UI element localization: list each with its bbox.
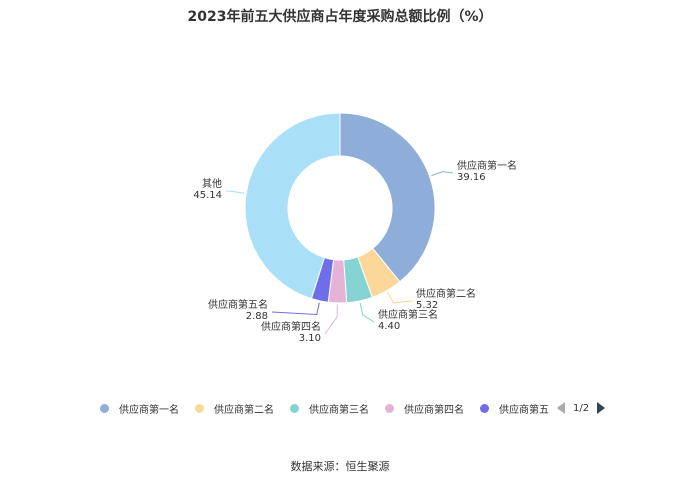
slice-label-name: 供应商第一名 bbox=[457, 159, 517, 172]
legend-dot-icon bbox=[195, 403, 204, 413]
legend-label: 供应商第三名 bbox=[309, 404, 369, 416]
slice-label-value: 39.16 bbox=[457, 172, 486, 183]
legend-label: 供应商第五 bbox=[499, 404, 549, 416]
legend-dot-icon bbox=[290, 403, 299, 413]
slice-label-name: 其他 bbox=[202, 177, 222, 190]
legend-item[interactable]: 供应商第二名 bbox=[195, 401, 274, 416]
slice-label-name: 供应商第四名 bbox=[261, 320, 321, 333]
prev-page-icon[interactable] bbox=[557, 402, 565, 414]
page-indicator: 1/2 bbox=[573, 402, 590, 414]
slice-label-value: 3.10 bbox=[299, 333, 321, 344]
legend-label: 供应商第四名 bbox=[404, 404, 464, 416]
next-page-icon[interactable] bbox=[597, 402, 606, 414]
slice-label-value: 4.40 bbox=[378, 321, 400, 332]
chart-title: 2023年前五大供应商占年度采购总额比例（%） bbox=[187, 9, 493, 25]
legend-item[interactable]: 供应商第四名 bbox=[385, 401, 464, 416]
slice-label-value: 45.14 bbox=[193, 190, 222, 201]
leader-line bbox=[431, 171, 454, 177]
slice-label-value: 5.32 bbox=[416, 300, 438, 311]
slice-label-name: 供应商第三名 bbox=[378, 308, 438, 321]
legend-item[interactable]: 供应商第三名 bbox=[290, 401, 369, 416]
pie-slice[interactable] bbox=[244, 112, 341, 300]
data-source: 数据来源：恒生聚源 bbox=[290, 460, 390, 473]
legend-item[interactable]: 供应商第五 bbox=[480, 401, 549, 416]
chart-legend: 供应商第一名 供应商第二名 供应商第三名 供应商第四名 供应商第五 1/2 bbox=[100, 399, 606, 417]
slice-label-name: 供应商第五名 bbox=[208, 298, 268, 311]
leader-line bbox=[359, 302, 375, 323]
leader-line bbox=[271, 302, 320, 316]
leader-line bbox=[387, 292, 413, 304]
slice-label-name: 供应商第二名 bbox=[416, 287, 476, 300]
leader-line bbox=[225, 190, 245, 194]
legend-dot-icon bbox=[480, 403, 489, 413]
legend-label: 供应商第二名 bbox=[214, 404, 274, 416]
legend-pager: 1/2 bbox=[557, 402, 606, 414]
slice-label-value: 2.88 bbox=[246, 311, 268, 322]
legend-item[interactable]: 供应商第一名 bbox=[100, 401, 179, 416]
legend-label: 供应商第一名 bbox=[119, 404, 179, 416]
legend-dot-icon bbox=[100, 403, 109, 413]
legend-dot-icon bbox=[385, 403, 394, 413]
leader-line bbox=[324, 304, 338, 335]
pie-slice[interactable] bbox=[339, 112, 436, 283]
